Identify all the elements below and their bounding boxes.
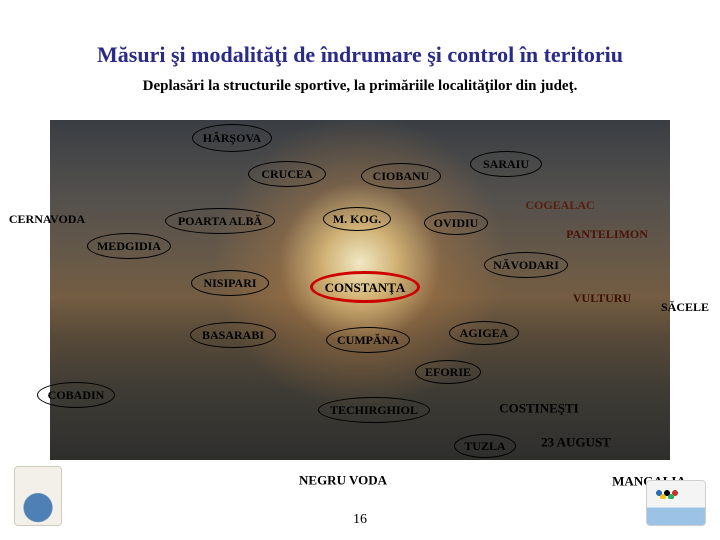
node-label: CRUCEA <box>261 168 312 180</box>
slide-title: Măsuri şi modalităţi de îndrumare şi con… <box>0 42 720 68</box>
node-medgidia: MEDGIDIA <box>87 233 171 259</box>
node-negruvoda: NEGRU VODA <box>299 474 387 487</box>
org-logo-icon <box>14 466 62 526</box>
node-label: SARAIU <box>483 158 529 170</box>
olympics-logo-icon <box>646 480 706 526</box>
node-label: 23 AUGUST <box>541 435 611 450</box>
node-techirghiol: TECHIRGHIOL <box>318 397 430 423</box>
node-basarabi: BASARABI <box>190 322 276 348</box>
node-ovidiu: OVIDIU <box>424 211 488 235</box>
node-sacele: SĂCELE <box>661 301 709 313</box>
node-nisipari: NISIPARI <box>191 270 269 296</box>
node-label: CIOBANU <box>373 170 430 182</box>
node-label: AGIGEA <box>460 327 509 339</box>
node-cobadin: COBADIN <box>37 382 115 408</box>
node-label: CUMPĂNA <box>337 334 399 346</box>
node-label: NISIPARI <box>203 277 256 289</box>
node-mkog: M. KOG. <box>323 207 391 231</box>
node-saraiu: SARAIU <box>470 151 542 177</box>
node-label: CONSTANŢA <box>325 281 406 294</box>
node-costinesti: COSTINEŞTI <box>499 402 578 415</box>
node-label: HÂRŞOVA <box>203 132 261 144</box>
node-label: PANTELIMON <box>566 227 648 241</box>
node-23august: 23 AUGUST <box>541 436 611 449</box>
node-label: COSTINEŞTI <box>499 401 578 416</box>
node-label: TUZLA <box>464 440 505 452</box>
node-label: BASARABI <box>202 329 264 341</box>
node-label: VULTURU <box>573 291 631 305</box>
slide-subtitle: Deplasări la structurile sportive, la pr… <box>0 78 720 95</box>
node-navodari: NĂVODARI <box>484 252 568 278</box>
node-label: NEGRU VODA <box>299 473 387 488</box>
node-vulturu: VULTURU <box>573 292 631 304</box>
node-tuzla: TUZLA <box>454 434 516 458</box>
node-agigea: AGIGEA <box>449 321 519 345</box>
node-ciobanu: CIOBANU <box>361 163 441 189</box>
node-cogealac: COGEALAC <box>525 199 594 211</box>
node-label: SĂCELE <box>661 300 709 314</box>
node-label: OVIDIU <box>434 217 479 229</box>
node-label: EFORIE <box>425 366 471 378</box>
node-cernavoda: CERNAVODA <box>9 213 85 225</box>
node-label: M. KOG. <box>333 213 381 225</box>
node-eforie: EFORIE <box>415 360 481 384</box>
node-harsova: HÂRŞOVA <box>192 124 272 152</box>
node-crucea: CRUCEA <box>248 161 326 187</box>
page-number: 16 <box>0 512 720 528</box>
node-label: NĂVODARI <box>493 259 559 271</box>
node-label: POARTA ALBĂ <box>178 215 262 227</box>
node-pantelimon: PANTELIMON <box>566 228 648 240</box>
node-poartaalba: POARTA ALBĂ <box>165 208 275 234</box>
node-label: COGEALAC <box>525 198 594 212</box>
node-constanta: CONSTANŢA <box>310 271 420 303</box>
node-cumpana: CUMPĂNA <box>326 327 410 353</box>
node-label: CERNAVODA <box>9 212 85 226</box>
node-label: COBADIN <box>48 389 105 401</box>
slide-stage: Măsuri şi modalităţi de îndrumare şi con… <box>0 0 720 540</box>
node-label: TECHIRGHIOL <box>330 404 418 416</box>
node-label: MEDGIDIA <box>97 240 161 252</box>
